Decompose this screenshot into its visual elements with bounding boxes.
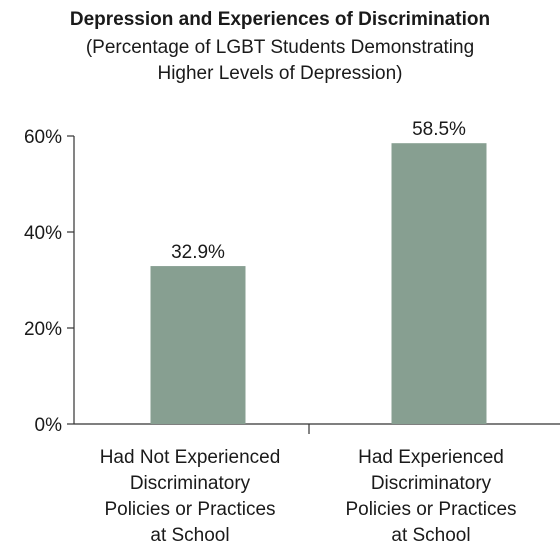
x-category-label-line: Had Experienced [358,447,504,468]
chart-subtitle: (Percentage of LGBT Students Demonstrati… [85,37,475,84]
y-tick-label: 60% [24,127,62,148]
chart-labels: 0% 20% 40% 60% 32.9% Had Not Experienced Discr… [24,119,517,546]
x-category-label-line: Policies or Practices [104,499,275,520]
y-tick-label: 20% [24,319,62,340]
x-category-label: Had Not Experienced Discriminatory Policie… [100,447,281,546]
bar [391,143,487,424]
x-category-label-line: Discriminatory [371,473,492,494]
chart-bars [150,143,487,424]
bar [150,266,246,424]
x-category-label-line: Discriminatory [130,473,251,494]
bar-value-label: 58.5% [412,119,466,140]
x-category-label-line: Policies or Practices [345,499,516,520]
x-category-label-line: at School [391,525,470,546]
x-category-label-line: at School [150,525,229,546]
y-tick-label: 40% [24,223,62,244]
bar-value-label: 32.9% [171,242,225,263]
x-category-label-line: Had Not Experienced [100,447,281,468]
y-tick-label: 0% [35,415,63,436]
chart-title: Depression and Experiences of Discrimina… [69,9,491,30]
x-category-label: Had Experienced Discriminatory Policies or… [345,447,516,546]
